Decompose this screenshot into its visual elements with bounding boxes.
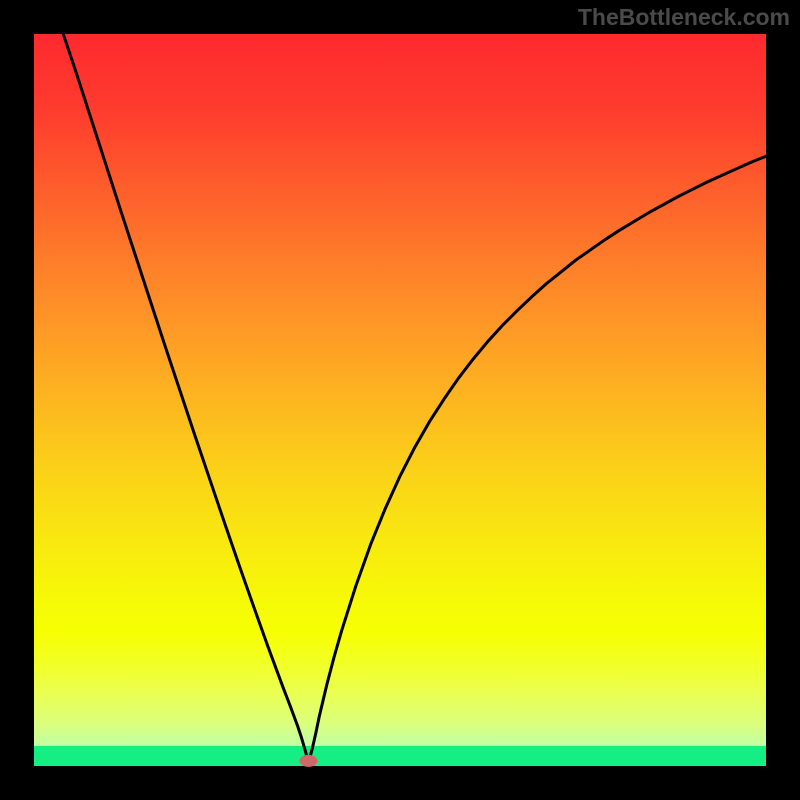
chart-bottom-band xyxy=(34,746,766,766)
chart-svg xyxy=(0,0,800,800)
chart-background xyxy=(34,34,766,766)
optimal-point-marker xyxy=(300,755,318,767)
bottleneck-chart: TheBottleneck.com xyxy=(0,0,800,800)
watermark-text: TheBottleneck.com xyxy=(578,4,790,31)
